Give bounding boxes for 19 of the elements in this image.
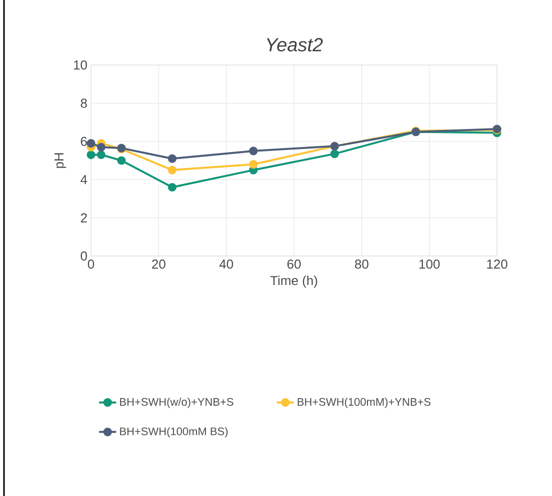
legend-label: BH+SWH(w/o)+YNB+S <box>120 398 234 408</box>
y-tick-label: 10 <box>74 60 87 70</box>
y-axis-title: pH <box>54 153 66 168</box>
x-tick-label: 40 <box>219 260 234 269</box>
chart-title: Yeast2 <box>266 38 323 52</box>
y-tick-label: 8 <box>80 98 87 108</box>
x-tick-label: 20 <box>152 260 166 269</box>
legend-label: BH+SWH(100mM)+YNB+S <box>298 398 431 408</box>
y-tick-label: 0 <box>80 251 87 261</box>
x-tick-label: 60 <box>287 260 301 269</box>
x-tick-label: 80 <box>355 260 368 269</box>
y-tick-label: 6 <box>80 136 87 146</box>
x-tick-label: 100 <box>419 260 440 269</box>
y-tick-label: 4 <box>80 175 88 184</box>
y-tick-label: 2 <box>80 213 87 222</box>
x-tick-label: 0 <box>88 260 94 269</box>
legend-label: BH+SWH(100mM BS) <box>120 427 228 438</box>
x-axis-title: Time (h) <box>270 276 318 288</box>
x-tick-label: 120 <box>487 260 508 269</box>
